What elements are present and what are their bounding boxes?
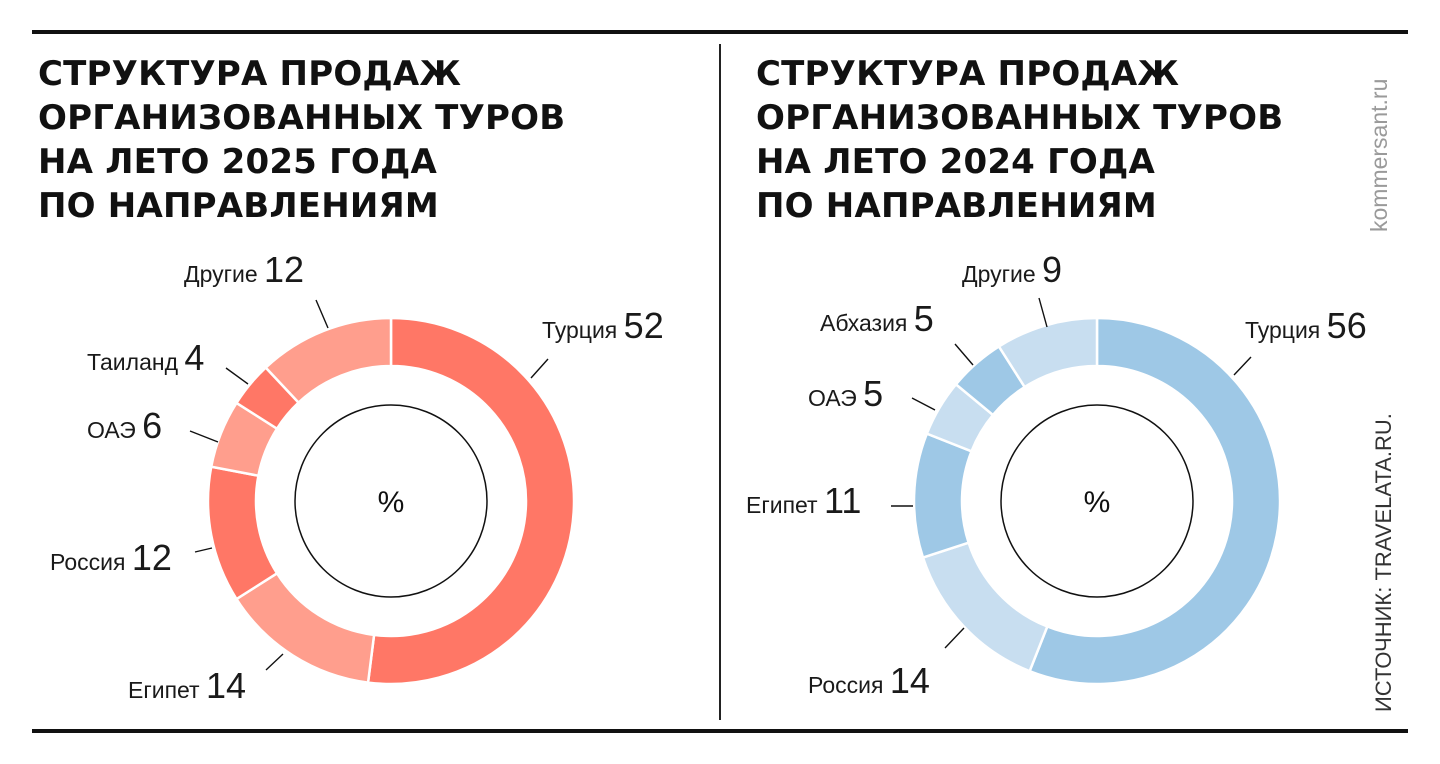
donut-center-circle (1000, 404, 1194, 598)
slice-category: Россия (50, 549, 132, 575)
title-line: ОРГАНИЗОВАННЫХ ТУРОВ (38, 98, 566, 138)
slice-category: Таиланд (87, 349, 184, 375)
title-line: НА ЛЕТО 2024 ГОДА (756, 142, 1156, 182)
slice-value: 14 (890, 660, 930, 701)
slice-label: Россия 14 (808, 660, 930, 701)
slice-category: Россия (808, 672, 890, 698)
slice-label: Турция 56 (1245, 305, 1367, 346)
slice-category: ОАЭ (87, 417, 142, 443)
slice-label: Египет 14 (128, 665, 246, 706)
slice-label: Другие 12 (184, 249, 304, 290)
bottom-rule (32, 729, 1408, 733)
leader-line (911, 397, 936, 411)
slice-category: ОАЭ (808, 385, 863, 411)
leader-line (1038, 297, 1048, 328)
slice-label: Таиланд 4 (87, 337, 204, 378)
slice-value: 52 (624, 305, 664, 346)
slice-label: Абхазия 5 (820, 298, 934, 339)
slice-category: Египет (746, 492, 824, 518)
leader-line (265, 653, 284, 671)
panel-divider (719, 44, 721, 720)
leader-line (315, 299, 329, 329)
slice-label: Другие 9 (962, 249, 1062, 290)
donut-slice-2024-0 (1028, 316, 1282, 686)
slice-label: ОАЭ 5 (808, 373, 883, 414)
title-line: ПО НАПРАВЛЕНИЯМ (756, 186, 1157, 226)
leader-line (530, 358, 549, 379)
slice-category: Другие (184, 261, 264, 287)
title-line: СТРУКТУРА ПРОДАЖ (38, 54, 462, 94)
slice-value: 9 (1042, 249, 1062, 290)
donut-slice-2025-0 (366, 316, 576, 686)
donut-center-circle (294, 404, 488, 598)
donut-slice-2025-5 (263, 316, 393, 405)
slice-value: 4 (184, 337, 204, 378)
leader-line (194, 547, 213, 553)
chart-title-2025: СТРУКТУРА ПРОДАЖ ОРГАНИЗОВАННЫХ ТУРОВ НА… (38, 52, 565, 228)
top-rule (32, 30, 1408, 34)
donut-slice-2024-2 (912, 432, 974, 560)
slice-category: Абхазия (820, 310, 914, 336)
slice-value: 6 (142, 405, 162, 446)
leader-line (225, 367, 249, 385)
slice-value: 56 (1327, 305, 1367, 346)
percent-unit-label: % (378, 486, 405, 519)
leader-line (1233, 356, 1252, 376)
leader-line (944, 627, 965, 649)
slice-value: 11 (824, 480, 861, 521)
title-line: ОРГАНИЗОВАННЫХ ТУРОВ (756, 98, 1284, 138)
donut-slice-2024-5 (997, 316, 1099, 389)
title-line: ПО НАПРАВЛЕНИЯМ (38, 186, 439, 226)
percent-unit-label: % (1084, 486, 1111, 519)
slice-value: 14 (206, 665, 246, 706)
title-line: СТРУКТУРА ПРОДАЖ (756, 54, 1180, 94)
slice-value: 12 (264, 249, 304, 290)
slice-category: Египет (128, 677, 206, 703)
leader-line (954, 343, 974, 366)
title-line: НА ЛЕТО 2025 ГОДА (38, 142, 438, 182)
slice-label: Турция 52 (542, 305, 664, 346)
chart-title-2024: СТРУКТУРА ПРОДАЖ ОРГАНИЗОВАННЫХ ТУРОВ НА… (756, 52, 1283, 228)
slice-category: Другие (962, 261, 1042, 287)
slice-category: Турция (1245, 317, 1327, 343)
donut-slice-2025-2 (206, 465, 279, 601)
leader-line (189, 430, 219, 443)
slice-label: ОАЭ 6 (87, 405, 162, 446)
slice-category: Турция (542, 317, 624, 343)
slice-label: Египет 11 (746, 480, 861, 521)
slice-label: Россия 12 (50, 537, 172, 578)
slice-value: 5 (863, 373, 883, 414)
slice-value: 12 (132, 537, 172, 578)
slice-value: 5 (914, 298, 934, 339)
